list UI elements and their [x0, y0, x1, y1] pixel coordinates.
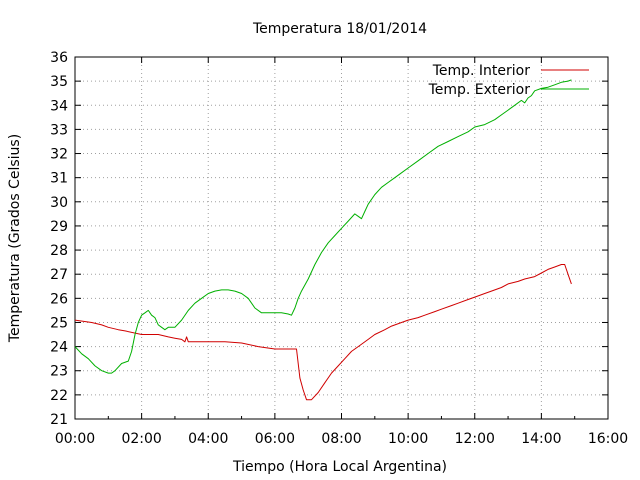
x-tick-label: 06:00: [255, 431, 295, 447]
series-lines: [74, 79, 572, 401]
y-tick-label: 23: [50, 364, 68, 380]
x-tick-label: 14:00: [521, 431, 561, 447]
legend-label-exterior: Temp. Exterior: [428, 82, 531, 98]
series-line-interior: [74, 264, 572, 401]
chart-title: Temperatura 18/01/2014: [252, 21, 427, 37]
x-tick-label: 02:00: [121, 431, 161, 447]
x-tick-label: 16:00: [588, 431, 628, 447]
y-tick-label: 29: [50, 219, 68, 235]
y-tick-label: 28: [50, 243, 68, 259]
x-axis-label: Tiempo (Hora Local Argentina): [232, 459, 447, 475]
x-tick-label: 12:00: [455, 431, 495, 447]
y-tick-label: 26: [50, 291, 68, 307]
y-tick-label: 31: [50, 171, 68, 187]
x-tick-label: 00:00: [55, 431, 95, 447]
y-tick-label: 30: [50, 195, 68, 211]
x-tick-label: 08:00: [321, 431, 361, 447]
tick-labels: 21 22 23 24 25 26 27 28 29 30 31 32 33 34 35 36 00:00 02:…: [50, 50, 628, 447]
y-axis-label: Temperatura (Grados Celsius): [7, 134, 23, 343]
series-line-exterior: [74, 79, 572, 374]
y-tick-label: 36: [50, 50, 68, 66]
plot-frame: [74, 56, 609, 420]
y-tick-label: 22: [50, 388, 68, 404]
y-tick-label: 33: [50, 122, 68, 138]
legend-label-interior: Temp. Interior: [432, 63, 531, 79]
y-tick-label: 32: [50, 147, 68, 163]
x-tick-label: 04:00: [188, 431, 228, 447]
x-tick-label: 10:00: [388, 431, 428, 447]
y-tick-label: 21: [50, 412, 68, 428]
legend: Temp. Interior Temp. Exterior: [428, 63, 589, 98]
y-tick-label: 25: [50, 315, 68, 331]
y-tick-label: 24: [50, 340, 68, 356]
y-tick-label: 35: [50, 74, 68, 90]
y-tick-label: 34: [50, 98, 68, 114]
y-tick-label: 27: [50, 267, 68, 283]
grid-lines: [75, 57, 608, 419]
